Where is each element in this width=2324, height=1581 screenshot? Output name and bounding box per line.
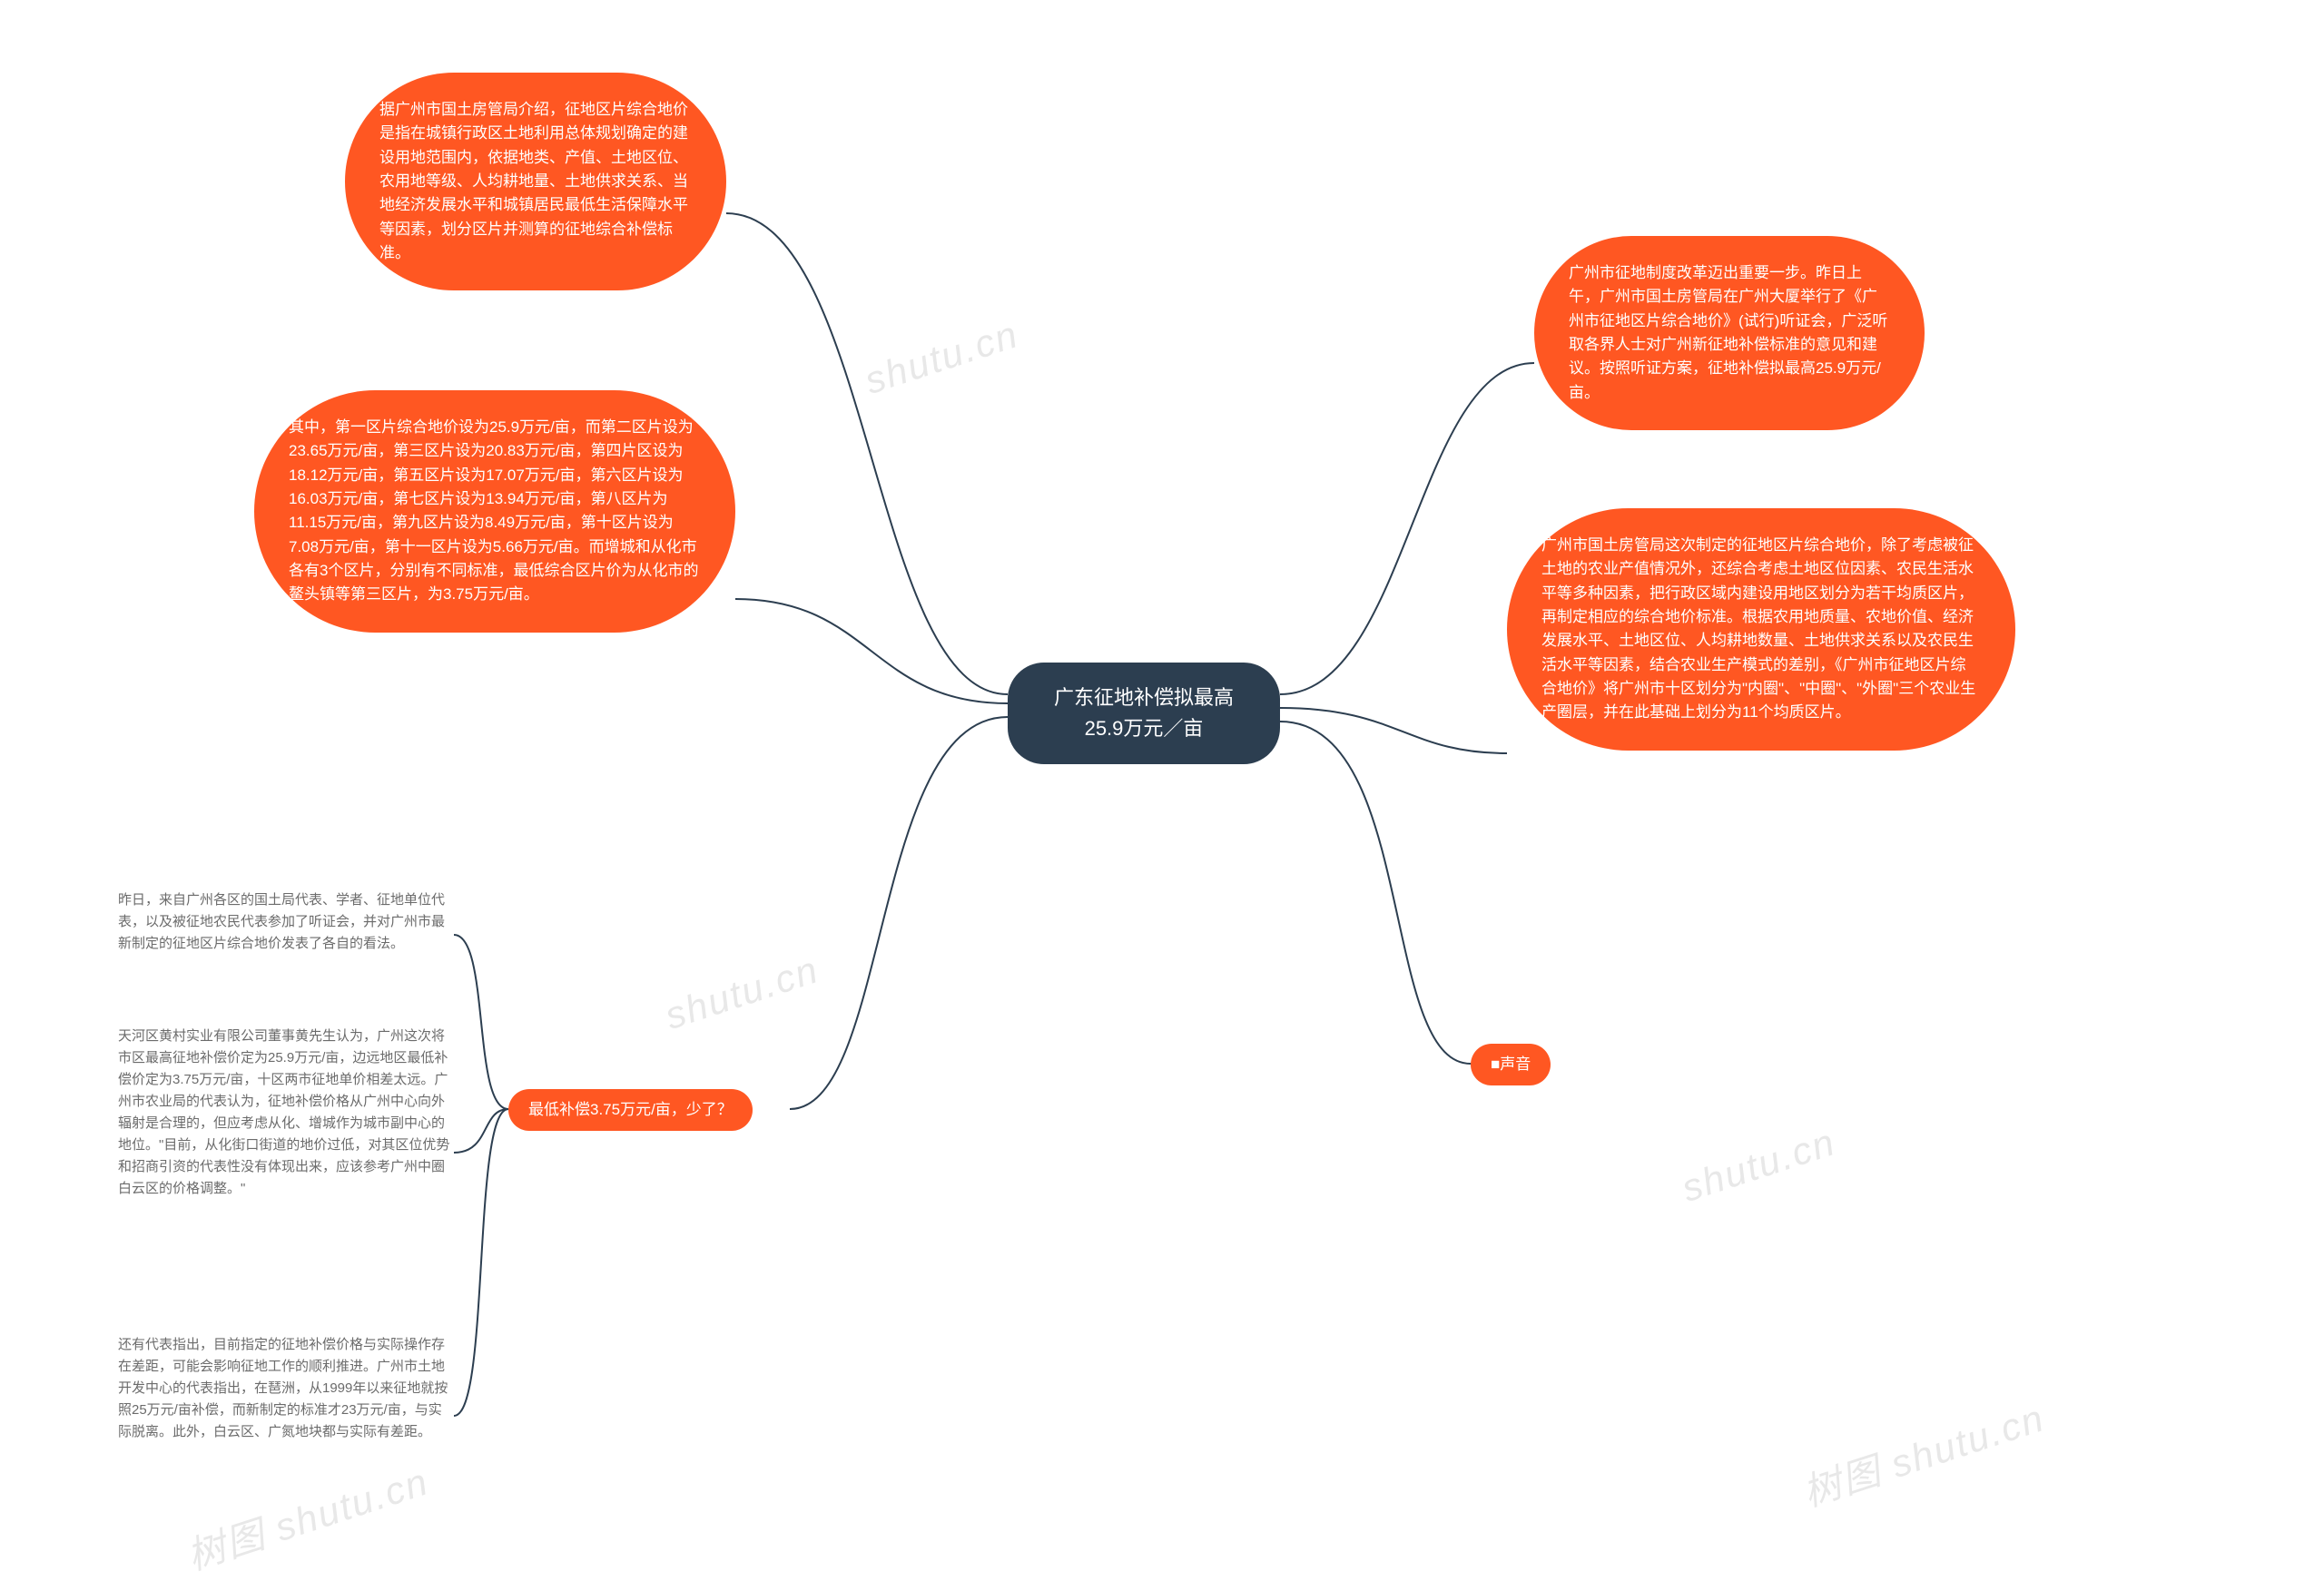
- branch-right-2[interactable]: 广州市国土房管局这次制定的征地区片综合地价，除了考虑被征土地的农业产值情况外，还…: [1507, 508, 2015, 751]
- edge: [1280, 708, 1507, 753]
- watermark: 树图 shutu.cn: [179, 1451, 435, 1581]
- leaf-text-3: 还有代表指出，目前指定的征地补偿价格与实际操作存在差距，可能会影响征地工作的顺利…: [118, 1334, 454, 1443]
- connector-layer: [0, 0, 2324, 1560]
- branch-text: ■声音: [1491, 1053, 1531, 1076]
- branch-right-1[interactable]: 广州市征地制度改革迈出重要一步。昨日上午，广州市国土房管局在广州大厦举行了《广州…: [1534, 236, 1925, 430]
- watermark: shutu.cn: [660, 948, 824, 1038]
- branch-text: 据广州市国土房管局介绍，征地区片综合地价是指在城镇行政区土地利用总体规划确定的建…: [379, 98, 692, 265]
- branch-left-3[interactable]: 最低补偿3.75万元/亩，少了？: [508, 1089, 753, 1131]
- leaf-text-2: 天河区黄村实业有限公司董事黄先生认为，广州这次将市区最高征地补偿价定为25.9万…: [118, 1026, 454, 1200]
- edge: [1280, 363, 1534, 694]
- edge: [1280, 722, 1471, 1064]
- branch-left-1[interactable]: 据广州市国土房管局介绍，征地区片综合地价是指在城镇行政区土地利用总体规划确定的建…: [345, 73, 726, 290]
- branch-right-3[interactable]: ■声音: [1471, 1044, 1551, 1085]
- branch-text: 其中，第一区片综合地价设为25.9万元/亩，而第二区片设为23.65万元/亩，第…: [289, 416, 701, 607]
- watermark: shutu.cn: [860, 312, 1024, 403]
- watermark: 树图 shutu.cn: [1795, 1388, 2051, 1517]
- edge: [454, 935, 508, 1109]
- edge: [454, 1109, 508, 1153]
- branch-text: 最低补偿3.75万元/亩，少了？: [528, 1098, 733, 1122]
- branch-text: 广州市国土房管局这次制定的征地区片综合地价，除了考虑被征土地的农业产值情况外，还…: [1541, 534, 1981, 725]
- watermark: shutu.cn: [1677, 1120, 1841, 1211]
- center-label: 广东征地补偿拟最高25.9万元／亩: [1044, 682, 1244, 744]
- branch-left-2[interactable]: 其中，第一区片综合地价设为25.9万元/亩，而第二区片设为23.65万元/亩，第…: [254, 390, 735, 633]
- edge: [454, 1109, 508, 1416]
- edge: [735, 599, 1008, 703]
- edge: [726, 213, 1008, 694]
- edge: [790, 717, 1008, 1109]
- leaf-text-1: 昨日，来自广州各区的国土局代表、学者、征地单位代表，以及被征地农民代表参加了听证…: [118, 889, 454, 955]
- center-node[interactable]: 广东征地补偿拟最高25.9万元／亩: [1008, 663, 1280, 764]
- branch-text: 广州市征地制度改革迈出重要一步。昨日上午，广州市国土房管局在广州大厦举行了《广州…: [1569, 261, 1890, 405]
